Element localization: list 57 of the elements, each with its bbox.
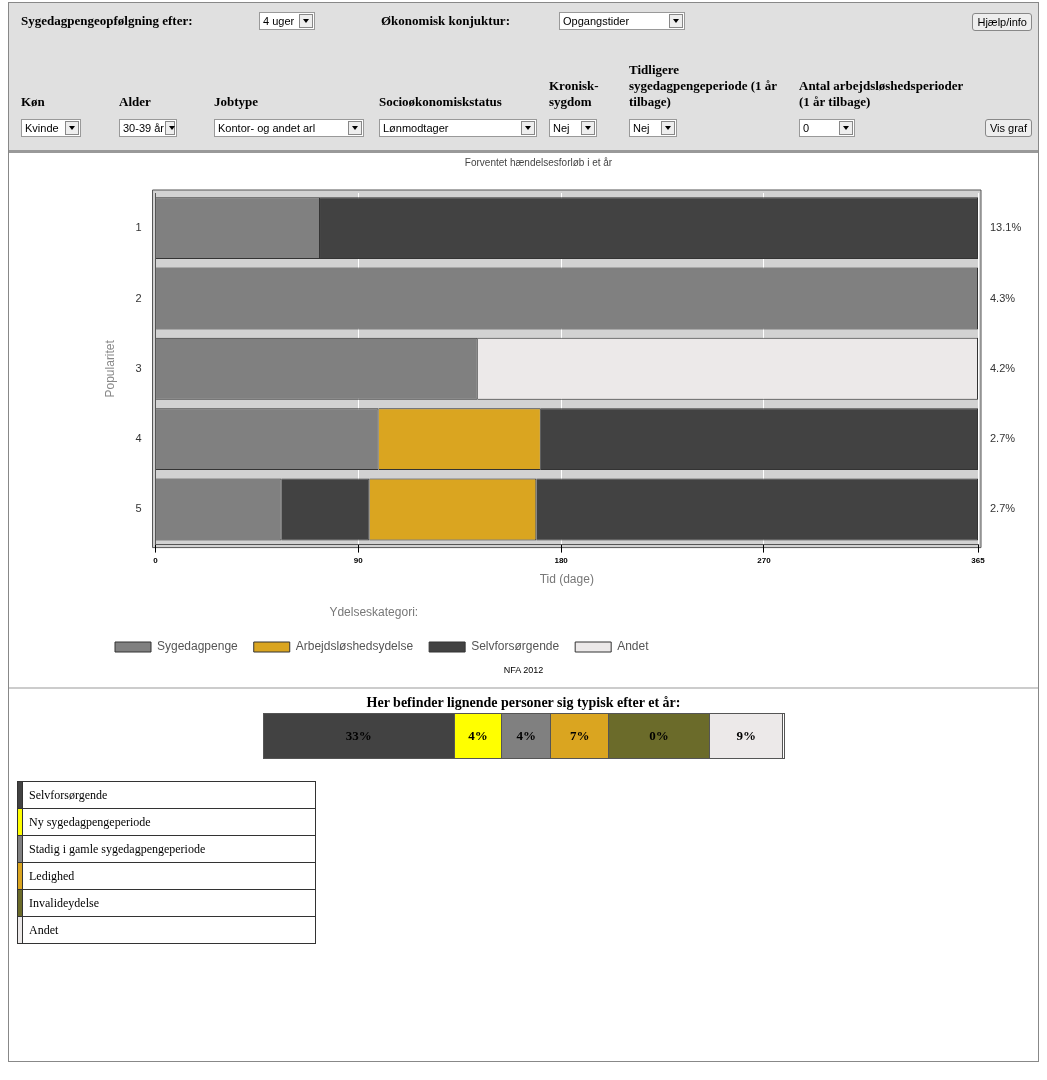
text: Kvinde — [25, 122, 60, 134]
text: Nej — [553, 122, 571, 134]
text: Kronisk-sygdom — [549, 78, 600, 110]
y-tick-label: 1 — [135, 221, 142, 234]
text: 4% — [502, 714, 552, 758]
text: 0% — [608, 714, 711, 758]
legend-label: Selvforsørgende — [471, 639, 560, 654]
x-tick-label: 0 — [153, 555, 159, 565]
text: 4% — [454, 714, 503, 758]
text: Nej — [633, 122, 651, 134]
text: Vis graf — [984, 119, 1032, 137]
text: Antal arbejdsløshedsperioder (1 år tilbage) — [799, 78, 964, 110]
text: Invalideydelse — [22, 889, 316, 917]
text: Alder — [119, 94, 151, 109]
x-tick-label: 90 — [353, 555, 364, 565]
legend-label: Arbejdsløshedsydelse — [295, 639, 414, 654]
legend-label: Andet — [617, 639, 650, 654]
chart-title: Forventet hændelsesforløb i et år — [464, 156, 613, 168]
x-tick-label: 365 — [971, 555, 986, 565]
legend-label: Sygedagpenge — [157, 639, 239, 654]
text: Socioøkonomiskstatus — [379, 94, 503, 110]
text: Sygedagpengeopfølgning efter: — [21, 13, 193, 29]
x-axis-title: Tid (dage) — [539, 571, 594, 586]
text: 4.2% — [990, 361, 1016, 374]
y-axis-title: Popularitet — [102, 339, 117, 398]
y-tick-label: 3 — [135, 361, 142, 374]
text: 7% — [551, 714, 609, 758]
y-tick-label: 2 — [135, 291, 142, 304]
text: Jobtype — [214, 94, 260, 110]
x-tick-label: 270 — [757, 555, 772, 565]
text: Selvforsørgende — [22, 781, 316, 809]
y-tick-label: 4 — [135, 432, 142, 445]
text: 33% — [263, 714, 455, 758]
text: 0 — [803, 122, 811, 134]
text: 2.7% — [990, 432, 1016, 445]
text: Stadig i gamle sygedagpengeperiode — [22, 835, 316, 863]
text: Økonomisk konjuktur: — [381, 13, 510, 29]
text: Hjælp/info — [972, 13, 1032, 31]
text: Kontor- og andet arl — [218, 122, 317, 134]
text: 9% — [710, 714, 784, 758]
text: Ledighed — [22, 862, 316, 890]
text: Køn — [21, 94, 45, 109]
text: Opgangstider — [563, 15, 631, 27]
text: Lønmodtager — [383, 122, 450, 134]
text: 4 uger — [263, 15, 296, 27]
text: Andet — [22, 916, 316, 944]
text: 4.3% — [990, 291, 1016, 304]
text: 30-39 år — [123, 122, 164, 134]
legend-title: Ydelseskategori: — [329, 604, 419, 619]
x-tick-label: 180 — [554, 555, 569, 565]
y-tick-label: 5 — [135, 502, 142, 515]
text: NFA 2012 — [502, 664, 545, 677]
text: Tidligere sygedagpengeperiode (1 år tilbage) — [629, 62, 778, 110]
text: 2.7% — [990, 502, 1016, 515]
text: 13.1% — [990, 221, 1022, 234]
text: Ny sygedagpengeperiode — [22, 808, 316, 836]
text: Her befinder lignende personer sig typisk efter et år: — [365, 695, 682, 711]
